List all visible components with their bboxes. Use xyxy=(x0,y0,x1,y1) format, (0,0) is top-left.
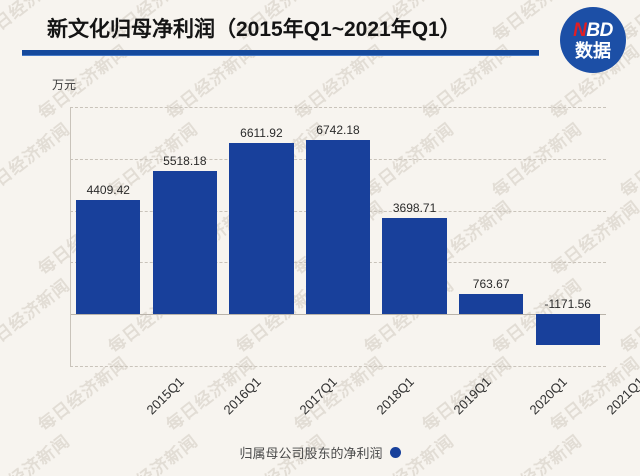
nbd-logo-subtitle: 数据 xyxy=(575,40,611,61)
gridline xyxy=(70,107,606,108)
y-axis-line xyxy=(70,107,71,366)
bar[interactable] xyxy=(382,218,447,315)
title-underline xyxy=(22,50,539,56)
legend-color-dot xyxy=(389,447,401,458)
x-axis-tick-label: 2017Q1 xyxy=(296,374,341,418)
chart-legend: 归属母公司股东的净利润 xyxy=(0,443,640,462)
bar[interactable] xyxy=(152,171,217,315)
bar[interactable] xyxy=(76,199,141,315)
bar-value-label: 6611.92 xyxy=(240,125,283,140)
x-axis-tick-label: 2020Q1 xyxy=(526,374,571,418)
bar-value-label: 4409.42 xyxy=(86,182,130,197)
x-axis-tick-label: 2016Q1 xyxy=(220,374,264,418)
bar[interactable] xyxy=(305,139,371,315)
nbd-logo-text: NBD xyxy=(573,21,613,40)
gridline xyxy=(70,366,606,367)
x-axis-tick-label: 2019Q1 xyxy=(450,374,494,418)
chart-header: 新文化归母净利润（2015年Q1~2021年Q1） xyxy=(0,0,640,62)
x-axis-tick-label: 2021Q1 xyxy=(603,374,640,418)
bar-value-label: 763.67 xyxy=(472,277,510,292)
nbd-logo-n: N xyxy=(573,19,587,41)
zero-axis-line xyxy=(70,314,606,316)
nbd-logo: NBD 数据 xyxy=(560,7,626,73)
bar[interactable] xyxy=(229,142,294,315)
x-axis-tick-label: 2018Q1 xyxy=(373,374,417,418)
nbd-logo-bd: BD xyxy=(586,19,613,41)
bar[interactable] xyxy=(535,314,600,345)
bar[interactable] xyxy=(458,294,524,315)
legend-item-label: 归属母公司股东的净利润 xyxy=(239,446,383,461)
y-axis-unit-label: 万元 xyxy=(52,78,77,92)
x-axis-tick-label: 2015Q1 xyxy=(143,374,188,418)
page-title: 新文化归母净利润（2015年Q1~2021年Q1） xyxy=(47,18,461,41)
plot-area: 8,0006,0004,0002,0000-2,0004409.422015Q1… xyxy=(70,107,640,417)
bar-value-label: 6742.18 xyxy=(316,122,360,137)
bar-value-label: 5518.18 xyxy=(163,154,207,169)
bar-value-label: 3698.71 xyxy=(392,201,437,216)
bar-value-label: -1171.56 xyxy=(544,297,591,312)
